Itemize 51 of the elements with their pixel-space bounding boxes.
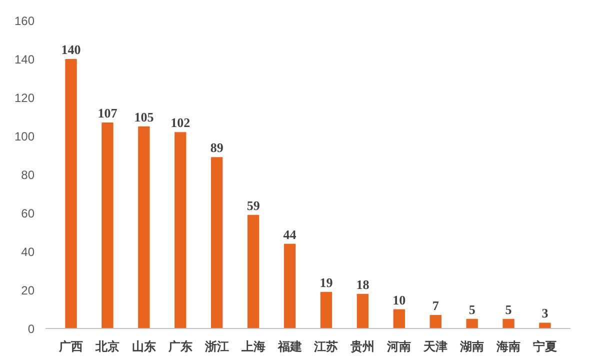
data-label: 140 [61,42,81,57]
bar [247,214,260,328]
data-label: 19 [320,274,334,290]
x-tick-label: 湖南 [459,340,484,354]
x-tick-label: 北京 [94,340,120,354]
bar [356,294,369,328]
data-label: 107 [98,106,118,121]
x-tick-label: 宁夏 [532,340,557,354]
x-tick-label: 河南 [386,340,412,354]
data-label: 89 [210,140,224,156]
bar [65,59,77,328]
bar [393,309,405,328]
x-tick-label: 海南 [496,340,521,354]
data-label: 18 [356,276,370,292]
x-tick-label: 福建 [276,340,302,354]
bar [284,244,296,328]
x-tick-label: 贵州 [350,340,375,354]
y-tick-label: 60 [21,206,35,220]
bar [466,318,478,328]
data-label: 3 [542,306,549,321]
data-label: 59 [246,198,260,213]
data-label: 44 [283,226,297,242]
y-tick-label: 80 [21,168,35,182]
x-tick-label: 浙江 [204,340,229,354]
x-tick-label: 广东 [167,340,192,354]
y-tick-label: 20 [21,284,35,298]
bar [502,318,514,328]
x-tick-label: 广西 [58,340,84,354]
data-label: 10 [392,292,406,308]
data-label: 105 [134,109,154,124]
bar [174,132,186,328]
x-tick-label: 天津 [422,340,448,354]
bar [102,122,114,328]
data-label: 5 [505,302,512,317]
x-tick-label: 上海 [240,340,266,354]
y-tick-label: 140 [14,52,35,66]
x-tick-label: 山东 [132,340,156,354]
y-tick-label: 0 [28,322,35,336]
bar [430,315,442,328]
y-tick-label: 120 [14,91,35,105]
x-tick-label: 江苏 [313,340,338,354]
data-label: 102 [170,115,190,130]
y-tick-label: 100 [14,130,35,144]
data-label: 7 [432,298,440,314]
bar [320,292,332,328]
y-tick-label: 40 [21,245,35,259]
y-tick-label: 160 [14,14,35,28]
data-label: 5 [468,302,476,317]
bar [138,126,150,328]
bar [211,157,223,328]
bar [539,322,551,328]
